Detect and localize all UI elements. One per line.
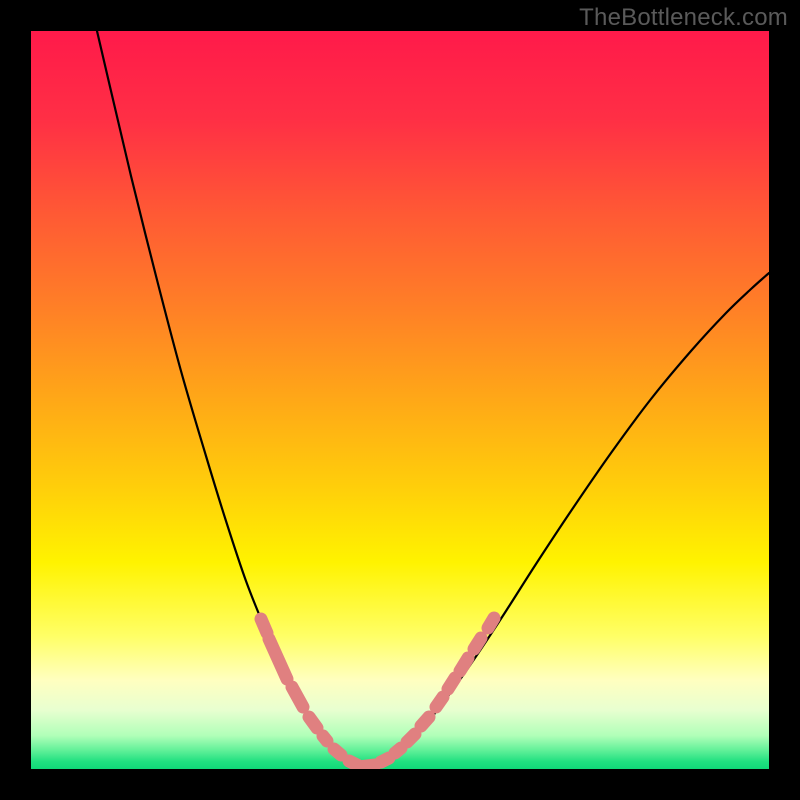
marker-bead: [363, 765, 375, 767]
chart-root: TheBottleneck.com: [0, 0, 800, 800]
marker-bead: [309, 717, 317, 728]
marker-bead: [448, 678, 455, 689]
marker-bead: [349, 761, 357, 765]
gradient-background: [31, 31, 769, 769]
marker-bead: [421, 717, 429, 726]
watermark-text: TheBottleneck.com: [579, 4, 788, 32]
marker-bead: [381, 758, 389, 762]
marker-bead: [261, 619, 267, 633]
marker-bead: [395, 748, 401, 753]
marker-bead: [488, 618, 494, 628]
marker-bead: [474, 638, 481, 649]
plot-svg: [31, 31, 769, 769]
marker-bead: [323, 736, 327, 741]
plot-area: [31, 31, 769, 769]
marker-bead: [334, 749, 341, 755]
marker-bead: [407, 734, 415, 742]
marker-bead: [436, 697, 443, 707]
marker-bead: [460, 658, 468, 671]
